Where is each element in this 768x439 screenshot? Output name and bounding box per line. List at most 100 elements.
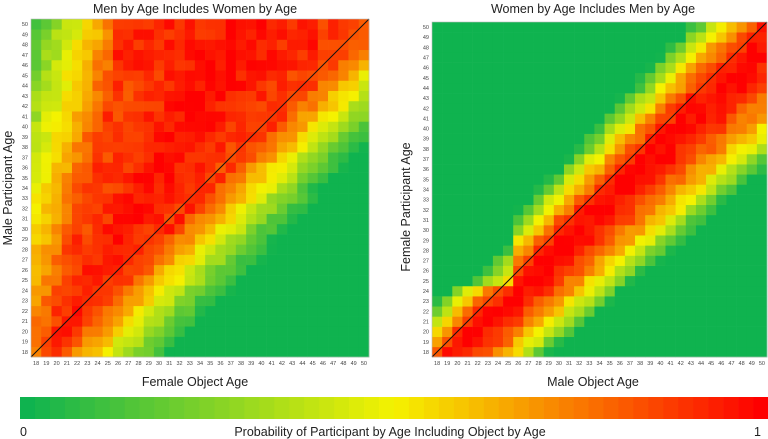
right-cell xyxy=(675,93,687,104)
right-cell xyxy=(695,255,707,266)
left-cell xyxy=(41,326,52,337)
right-cell xyxy=(635,72,646,84)
right-cell xyxy=(736,32,747,43)
left-cell xyxy=(51,172,63,184)
right-cell xyxy=(503,164,514,175)
right-cell xyxy=(665,296,676,307)
right-cell xyxy=(594,153,605,165)
right-cell xyxy=(594,316,605,327)
right-cell xyxy=(645,194,656,206)
right-cell xyxy=(675,113,687,124)
left-x-tick-label: 27 xyxy=(125,361,131,367)
right-cell xyxy=(635,184,646,195)
left-cell xyxy=(51,234,63,245)
left-cell xyxy=(215,275,226,286)
left-cell xyxy=(307,111,319,122)
left-cell xyxy=(235,203,247,214)
right-cell xyxy=(695,214,707,226)
left-cell xyxy=(133,295,144,307)
left-cell xyxy=(153,131,165,143)
right-cell xyxy=(462,164,473,175)
left-cell xyxy=(123,111,134,122)
left-cell xyxy=(31,254,42,266)
left-cell xyxy=(235,264,247,276)
right-cell xyxy=(624,316,636,327)
left-cell xyxy=(61,336,73,348)
left-cell xyxy=(256,162,267,173)
right-cell xyxy=(645,275,656,287)
left-cell xyxy=(61,80,73,91)
left-cell xyxy=(153,182,165,194)
left-cell xyxy=(41,131,52,143)
right-cell xyxy=(452,296,463,307)
left-cell xyxy=(174,80,185,91)
left-cell xyxy=(102,111,114,122)
right-cell xyxy=(635,32,646,43)
left-cell xyxy=(317,336,329,348)
right-cell xyxy=(503,245,514,256)
left-cell xyxy=(297,182,308,194)
left-cell xyxy=(133,39,144,51)
left-cell xyxy=(287,234,298,245)
right-cell xyxy=(492,326,504,337)
right-cell xyxy=(543,245,555,256)
left-cell xyxy=(41,203,52,214)
right-cell xyxy=(594,82,605,94)
left-x-tick-label: 46 xyxy=(320,361,326,367)
right-cell xyxy=(716,93,727,104)
left-cell xyxy=(174,90,185,102)
left-cell xyxy=(133,193,144,204)
left-cell xyxy=(51,254,63,266)
left-cell xyxy=(82,29,93,40)
left-cell xyxy=(348,213,360,225)
right-cell xyxy=(695,245,707,256)
left-cell xyxy=(266,223,278,235)
right-cell xyxy=(726,346,737,358)
left-cell xyxy=(41,121,52,132)
right-cell xyxy=(533,194,544,206)
left-cell xyxy=(256,49,267,61)
right-cell xyxy=(563,255,575,266)
right-cell xyxy=(472,32,484,43)
right-cell xyxy=(675,235,687,246)
left-cell xyxy=(71,121,83,132)
right-cell xyxy=(584,72,595,84)
left-cell xyxy=(133,326,144,337)
left-y-tick-label: 47 xyxy=(22,53,28,59)
right-cell xyxy=(655,316,666,327)
colorbar-swatch xyxy=(349,397,365,419)
right-cell xyxy=(472,245,484,256)
right-cell xyxy=(513,113,524,124)
right-cell xyxy=(533,316,544,327)
left-cell xyxy=(153,19,165,30)
right-cell xyxy=(726,133,737,145)
left-cell xyxy=(317,131,329,143)
left-cell xyxy=(143,264,155,276)
right-cell xyxy=(614,296,626,307)
right-cell xyxy=(432,32,443,43)
left-cell xyxy=(348,305,360,317)
right-cell xyxy=(614,52,626,63)
right-cell xyxy=(533,22,544,33)
right-cell xyxy=(604,225,616,236)
right-cell xyxy=(452,52,463,63)
left-cell xyxy=(82,316,93,327)
left-cell xyxy=(287,244,298,255)
right-cell xyxy=(553,174,565,185)
left-cell xyxy=(102,49,114,61)
left-cell xyxy=(246,49,257,61)
right-cell xyxy=(452,275,463,287)
right-cell xyxy=(695,42,707,53)
left-cell xyxy=(328,244,339,255)
left-cell xyxy=(123,121,134,132)
left-cell xyxy=(317,264,329,276)
left-cell xyxy=(164,234,175,245)
left-cell xyxy=(246,182,257,194)
right-cell xyxy=(685,184,697,195)
right-cell xyxy=(655,296,666,307)
colorbar-swatch xyxy=(453,397,470,419)
left-cell xyxy=(317,193,329,204)
left-cell xyxy=(338,295,349,307)
left-cell xyxy=(307,162,319,173)
right-cell xyxy=(452,245,463,256)
